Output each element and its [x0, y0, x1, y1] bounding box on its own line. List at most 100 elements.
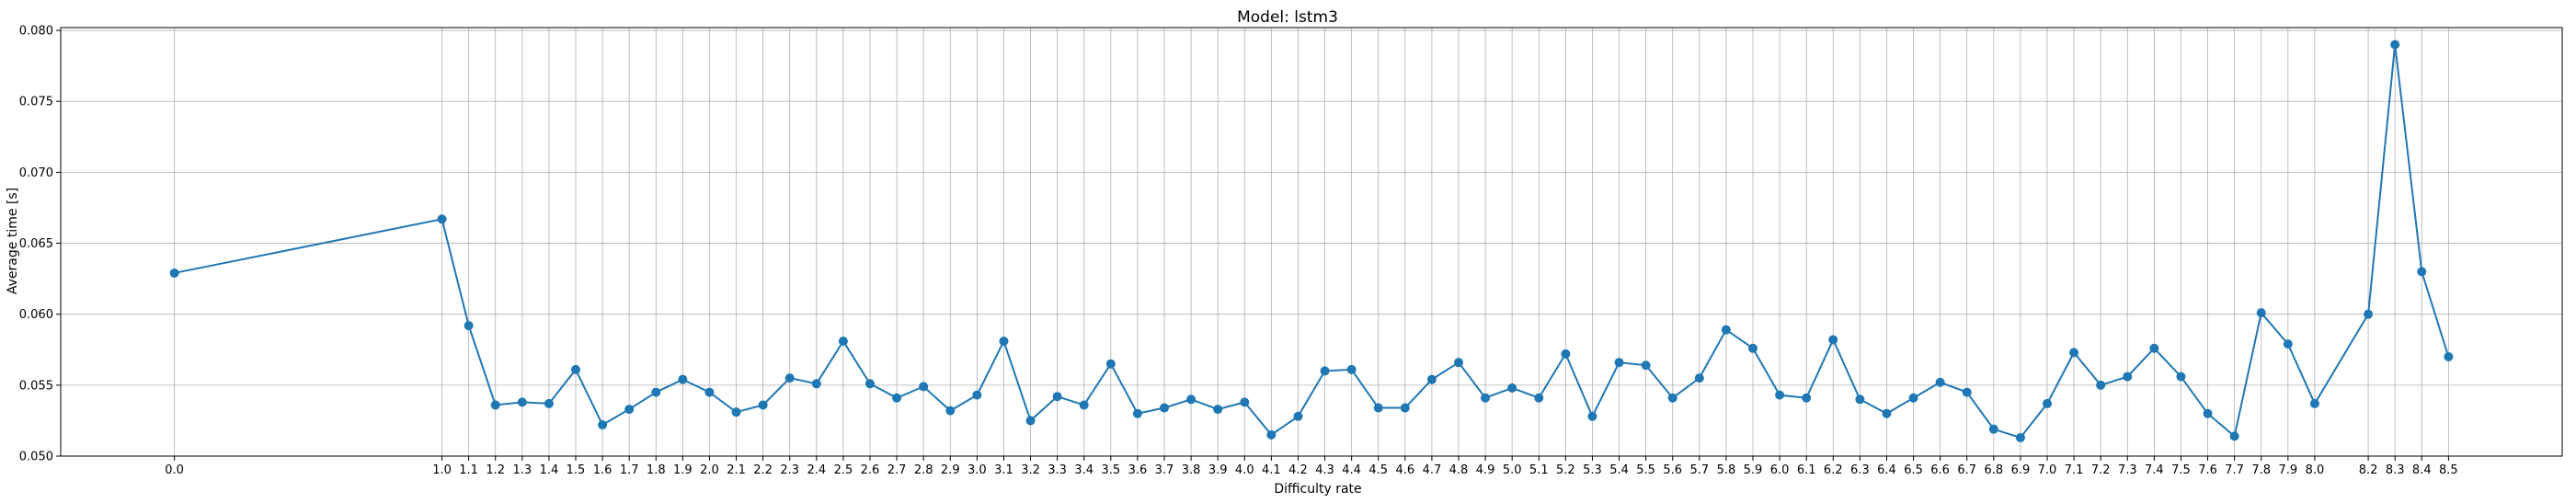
x-tick-label: 6.5 [1904, 463, 1923, 477]
data-point [1373, 403, 1383, 413]
x-tick-label: 5.2 [1556, 463, 1575, 477]
x-tick-label: 1.9 [673, 463, 693, 477]
x-tick-label: 2.3 [780, 463, 799, 477]
data-point [1160, 403, 1169, 413]
data-point [2256, 308, 2266, 318]
data-point [838, 337, 848, 347]
x-tick-label: 6.2 [1824, 463, 1843, 477]
data-point [1454, 358, 1463, 368]
x-tick-label: 1.6 [593, 463, 613, 477]
x-tick-label: 0.0 [165, 463, 184, 477]
x-tick-label: 6.7 [1957, 463, 1976, 477]
x-tick-label: 1.2 [486, 463, 505, 477]
data-point [2390, 40, 2400, 50]
data-point [1481, 393, 1491, 403]
data-point [1105, 359, 1116, 369]
data-point [1694, 373, 1704, 383]
data-point [651, 387, 661, 397]
x-tick-label: 4.4 [1342, 463, 1361, 477]
x-tick-label: 8.4 [2412, 463, 2432, 477]
series-avg-time [169, 40, 2454, 442]
data-point [1266, 429, 1277, 440]
data-point [1587, 411, 1597, 421]
y-tick-label: 0.050 [19, 451, 53, 464]
x-tick-label: 1.1 [459, 463, 478, 477]
data-point [1721, 325, 1731, 335]
data-point [678, 374, 688, 384]
data-point [1561, 349, 1571, 359]
x-tick-label: 2.8 [914, 463, 933, 477]
x-tick-label: 4.6 [1395, 463, 1414, 477]
data-point [2123, 372, 2133, 382]
data-point [2229, 431, 2239, 441]
x-tick-label: 1.8 [647, 463, 666, 477]
x-tick-label: 2.2 [753, 463, 773, 477]
data-point [1775, 390, 1785, 400]
x-tick-label: 3.5 [1101, 463, 1120, 477]
data-point [571, 364, 580, 374]
y-tick-label: 0.080 [19, 25, 53, 39]
x-tick-label: 4.5 [1368, 463, 1388, 477]
x-tick-label: 5.6 [1663, 463, 1682, 477]
data-point [1935, 377, 1945, 387]
x-tick-label: 2.1 [727, 463, 746, 477]
data-point [2364, 309, 2374, 319]
data-point [1240, 397, 1250, 407]
data-point [2149, 343, 2159, 353]
x-tick-label: 1.3 [512, 463, 532, 477]
x-tick-label: 2.7 [887, 463, 907, 477]
data-point [544, 398, 554, 408]
data-point [1748, 343, 1757, 353]
x-tick-label: 7.2 [2091, 463, 2111, 477]
data-point [1400, 403, 1410, 413]
data-point [169, 268, 179, 278]
data-point [1828, 335, 1838, 345]
x-tick-label: 5.0 [1503, 463, 1522, 477]
x-tick-label: 6.3 [1850, 463, 1870, 477]
data-point [892, 393, 902, 403]
data-point [704, 387, 715, 397]
x-tick-label: 7.1 [2065, 463, 2084, 477]
x-tick-label: 3.3 [1048, 463, 1067, 477]
data-point [1132, 408, 1142, 418]
x-tick-label: 1.7 [620, 463, 639, 477]
x-tick-label: 8.2 [2359, 463, 2378, 477]
axes: 0.0 1.0 1.1 1.2 1.3 1.4 1.5 1.6 1.7 1.8 1.9 2.0 2.1 2… [19, 25, 2563, 477]
data-point [2069, 348, 2079, 358]
data-point [490, 400, 500, 410]
x-tick-label: 4.7 [1423, 463, 1442, 477]
x-tick-label: 2.0 [700, 463, 719, 477]
data-point [784, 373, 795, 383]
data-point [1025, 416, 1036, 426]
x-tick-label: 4.3 [1315, 463, 1334, 477]
x-tick-label: 6.4 [1877, 463, 1896, 477]
grid [61, 28, 2562, 457]
data-point [1614, 358, 1624, 368]
data-point [2015, 432, 2025, 442]
x-tick-label: 5.7 [1689, 463, 1709, 477]
x-tick-label: 6.6 [1930, 463, 1950, 477]
data-point [1988, 424, 1998, 434]
x-tick-label: 5.3 [1583, 463, 1602, 477]
data-point [2176, 372, 2186, 382]
data-point [517, 397, 527, 407]
y-tick-label: 0.055 [19, 379, 53, 393]
x-tick-label: 3.2 [1021, 463, 1040, 477]
x-tick-label: 3.7 [1155, 463, 1174, 477]
data-point [1908, 393, 1918, 403]
data-point [1641, 360, 1651, 371]
data-point [1882, 408, 1892, 418]
data-point [1320, 366, 1330, 376]
data-point [1346, 364, 1357, 374]
data-point [758, 400, 768, 410]
x-tick-label: 8.0 [2306, 463, 2325, 477]
x-tick-label: 1.0 [432, 463, 452, 477]
data-point [464, 321, 474, 331]
data-point [2444, 351, 2454, 361]
x-tick-label: 7.0 [2038, 463, 2057, 477]
x-tick-label: 3.4 [1074, 463, 1093, 477]
data-point [919, 382, 929, 392]
x-tick-label: 2.5 [834, 463, 853, 477]
